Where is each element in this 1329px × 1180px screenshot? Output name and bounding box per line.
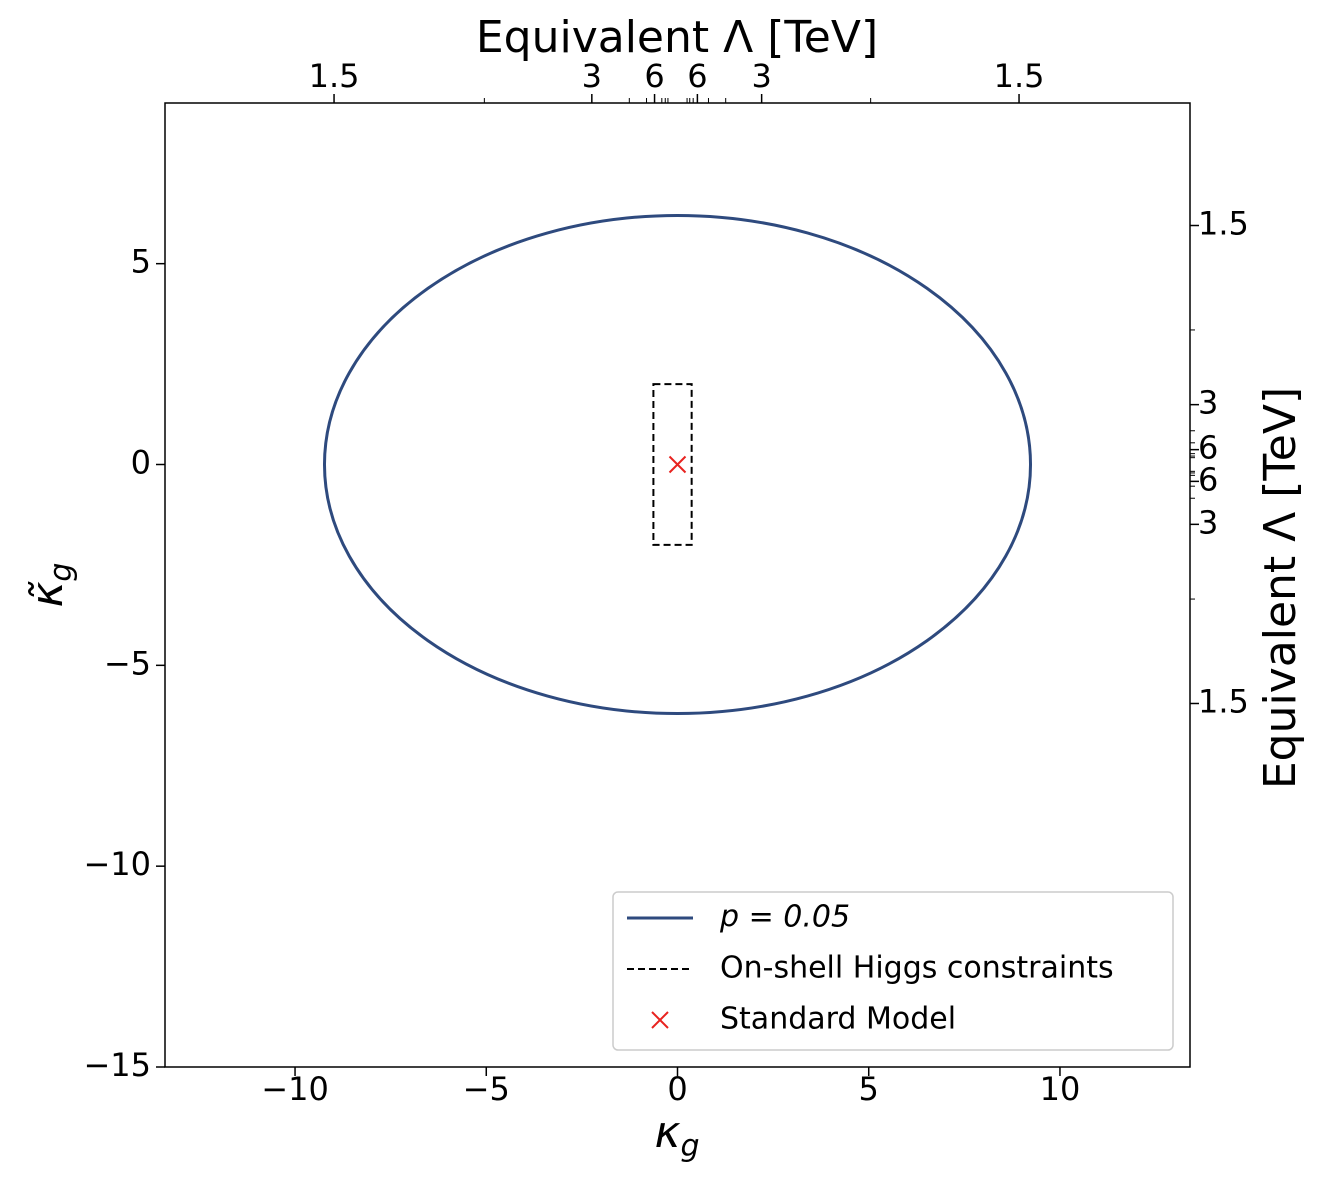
- top-axis-label: Equivalent Λ [TeV]: [476, 12, 878, 63]
- y-axis-label: κ̃g: [22, 563, 79, 608]
- right-tick-label: 6: [1198, 429, 1218, 467]
- right-tick-label: 3: [1198, 384, 1218, 422]
- legend-label: Standard Model: [720, 1002, 956, 1037]
- legend-label: On-shell Higgs constraints: [720, 951, 1114, 986]
- x-axis-label: κg: [655, 1107, 700, 1164]
- x-tick-label: −5: [463, 1070, 510, 1108]
- sm-point: [668, 455, 687, 474]
- x-tick-label: 0: [667, 1070, 687, 1108]
- top-tick-label: 6: [687, 57, 707, 95]
- top-tick-label: 6: [644, 57, 664, 95]
- top-tick-label: 1.5: [994, 57, 1045, 95]
- y-tick-label: −10: [83, 845, 151, 883]
- legend-box: [612, 891, 1174, 1051]
- region-ellipse: [322, 213, 1033, 716]
- x-tick-label: −10: [261, 1070, 329, 1108]
- y-tick-label: 5: [131, 243, 151, 281]
- top-tick-label: 3: [751, 57, 771, 95]
- right-tick-label: 1.5: [1198, 682, 1249, 720]
- right-tick-label: 1.5: [1198, 205, 1249, 243]
- top-tick-label: 3: [582, 57, 602, 95]
- plot-frame: [164, 102, 1191, 1068]
- right-axis-label: Equivalent Λ [TeV]: [1255, 387, 1306, 789]
- y-tick-label: −15: [83, 1046, 151, 1084]
- legend: p = 0.05 On-shell Higgs constraints Standa…: [612, 891, 1174, 1051]
- x-tick-label: 5: [859, 1070, 879, 1108]
- y-tick-label: 0: [131, 444, 151, 482]
- legend-swatch: [651, 1011, 669, 1029]
- right-tick-label: 6: [1198, 460, 1218, 498]
- y-tick-label: −5: [104, 644, 151, 682]
- x-tick-label: 10: [1040, 1070, 1081, 1108]
- legend-label: p = 0.05: [719, 900, 850, 935]
- top-tick-label: 1.5: [309, 57, 360, 95]
- right-tick-label: 3: [1198, 503, 1218, 541]
